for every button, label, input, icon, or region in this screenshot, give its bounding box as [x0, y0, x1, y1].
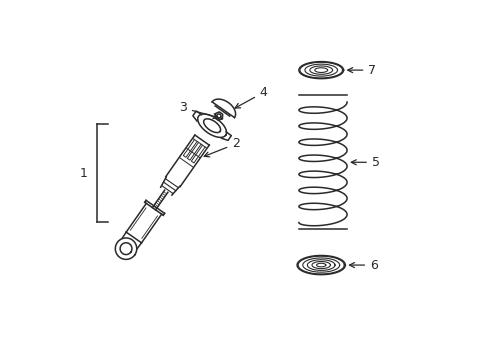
Text: 7: 7	[348, 64, 376, 77]
Text: 5: 5	[351, 156, 380, 169]
Text: 1: 1	[79, 167, 87, 180]
Text: 2: 2	[204, 137, 240, 157]
Text: 6: 6	[349, 258, 378, 271]
Text: 3: 3	[179, 102, 219, 118]
Text: 4: 4	[235, 86, 268, 108]
